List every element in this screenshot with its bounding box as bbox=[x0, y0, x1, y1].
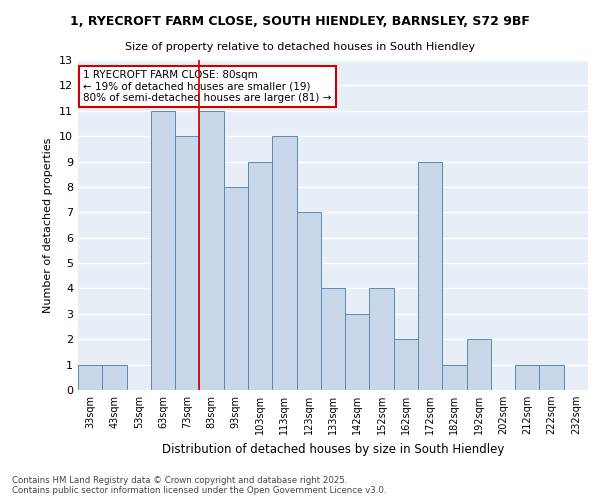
Bar bbox=[78, 364, 102, 390]
Bar bbox=[467, 339, 491, 390]
Bar bbox=[175, 136, 199, 390]
Bar bbox=[370, 288, 394, 390]
Bar bbox=[248, 162, 272, 390]
Text: 1, RYECROFT FARM CLOSE, SOUTH HIENDLEY, BARNSLEY, S72 9BF: 1, RYECROFT FARM CLOSE, SOUTH HIENDLEY, … bbox=[70, 15, 530, 28]
Bar bbox=[199, 111, 224, 390]
Bar bbox=[296, 212, 321, 390]
Text: Size of property relative to detached houses in South Hiendley: Size of property relative to detached ho… bbox=[125, 42, 475, 52]
Bar bbox=[151, 111, 175, 390]
X-axis label: Distribution of detached houses by size in South Hiendley: Distribution of detached houses by size … bbox=[162, 442, 504, 456]
Text: Contains HM Land Registry data © Crown copyright and database right 2025.
Contai: Contains HM Land Registry data © Crown c… bbox=[12, 476, 386, 495]
Bar bbox=[394, 339, 418, 390]
Bar bbox=[272, 136, 296, 390]
Bar bbox=[418, 162, 442, 390]
Bar bbox=[442, 364, 467, 390]
Bar bbox=[321, 288, 345, 390]
Y-axis label: Number of detached properties: Number of detached properties bbox=[43, 138, 53, 312]
Bar bbox=[345, 314, 370, 390]
Bar bbox=[539, 364, 564, 390]
Bar bbox=[224, 187, 248, 390]
Bar bbox=[515, 364, 539, 390]
Bar bbox=[102, 364, 127, 390]
Text: 1 RYECROFT FARM CLOSE: 80sqm
← 19% of detached houses are smaller (19)
80% of se: 1 RYECROFT FARM CLOSE: 80sqm ← 19% of de… bbox=[83, 70, 331, 103]
